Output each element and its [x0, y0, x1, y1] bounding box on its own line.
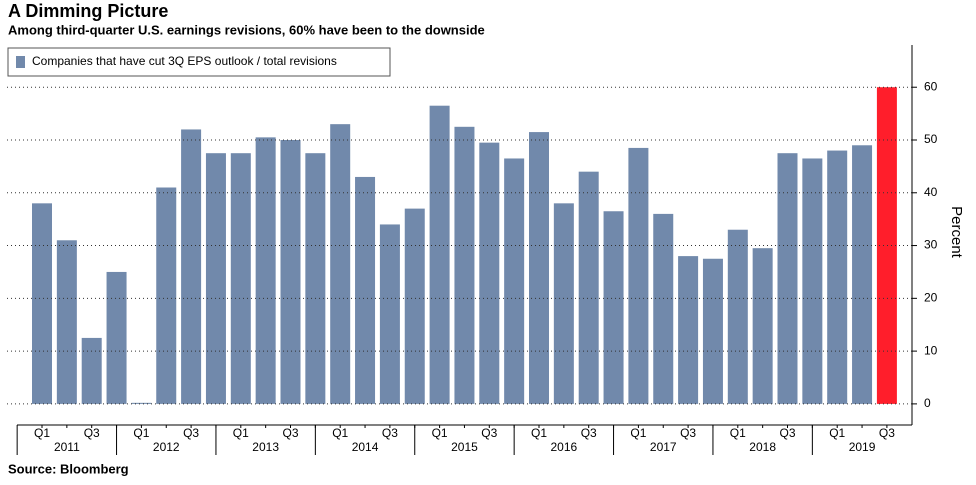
x-tick-label: Q1: [233, 426, 249, 440]
x-tick-label: Q3: [680, 426, 696, 440]
bar: [156, 187, 177, 404]
bar: [454, 126, 475, 404]
year-label: 2019: [849, 440, 876, 454]
x-tick-label: Q3: [84, 426, 100, 440]
bar: [702, 258, 723, 404]
bar: [504, 158, 525, 404]
y-tick-label: 40: [924, 185, 938, 199]
bar: [479, 142, 500, 404]
x-tick-label: Q1: [531, 426, 547, 440]
bar: [752, 248, 773, 404]
year-label: 2016: [550, 440, 577, 454]
bar: [529, 132, 549, 404]
bar: [379, 224, 400, 404]
x-tick-label: Q1: [730, 426, 746, 440]
bar: [56, 240, 77, 404]
bar: [628, 147, 649, 404]
x-tick-label: Q3: [382, 426, 398, 440]
bar: [777, 153, 798, 404]
year-label: 2011: [54, 440, 80, 454]
x-tick-label: Q1: [34, 426, 50, 440]
x-tick-label: Q3: [183, 426, 199, 440]
bar: [802, 158, 823, 404]
legend-box: [7, 47, 391, 77]
chart-title: A Dimming Picture: [8, 1, 168, 21]
bar: [653, 213, 674, 404]
y-axis-label: Percent: [948, 206, 965, 259]
year-label: 2013: [252, 440, 279, 454]
x-tick-label: Q3: [779, 426, 795, 440]
bar: [578, 171, 599, 404]
bar: [131, 402, 152, 404]
y-tick-label: 60: [924, 79, 938, 93]
x-tick-label: Q1: [432, 426, 448, 440]
bar: [553, 203, 574, 404]
bar: [181, 129, 202, 404]
y-tick-label: 10: [924, 343, 938, 357]
y-tick-label: 20: [924, 291, 938, 305]
legend-label: Companies that have cut 3Q EPS outlook /…: [32, 54, 337, 68]
y-tick-label: 0: [924, 396, 931, 410]
x-tick-label: Q3: [581, 426, 597, 440]
x-tick-label: Q3: [879, 426, 895, 440]
bar: [305, 153, 326, 404]
bar: [852, 145, 873, 404]
bar: [876, 87, 897, 404]
x-tick-label: Q3: [481, 426, 497, 440]
year-label: 2017: [650, 440, 677, 454]
x-tick-label: Q1: [332, 426, 348, 440]
bar: [106, 271, 127, 404]
bar: [330, 124, 351, 404]
year-label: 2018: [749, 440, 776, 454]
x-tick-label: Q1: [829, 426, 845, 440]
bar: [81, 337, 102, 404]
bar: [603, 211, 624, 404]
bar: [404, 208, 425, 404]
bar: [827, 150, 848, 404]
source: Source: Bloomberg: [8, 461, 129, 476]
y-tick-label: 30: [924, 238, 938, 252]
bar: [255, 137, 276, 404]
bar: [678, 256, 699, 404]
x-tick-label: Q3: [282, 426, 298, 440]
x-tick-label: Q1: [630, 426, 646, 440]
year-label: 2014: [352, 440, 379, 454]
bar: [230, 153, 251, 404]
bar: [429, 105, 450, 404]
year-label: 2012: [153, 440, 180, 454]
x-tick-label: Q1: [133, 426, 149, 440]
legend-swatch: [16, 56, 25, 68]
bar: [727, 229, 748, 404]
bar: [32, 203, 52, 404]
y-tick-label: 50: [924, 132, 938, 146]
bar: [355, 176, 376, 404]
chart-subtitle: Among third-quarter U.S. earnings revisi…: [8, 22, 485, 37]
bar: [280, 140, 301, 404]
year-label: 2015: [451, 440, 478, 454]
bar: [205, 153, 226, 404]
